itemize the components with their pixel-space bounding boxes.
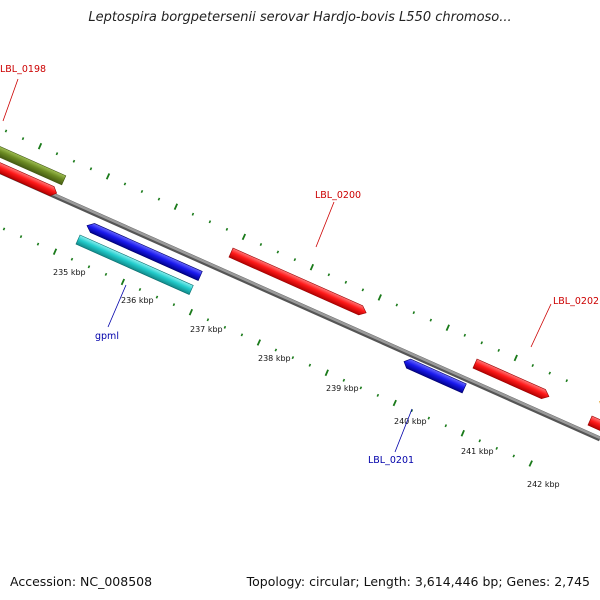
tick-label: 240 kbp [394, 417, 427, 426]
minor-tick-mark [206, 318, 210, 322]
gene-lbl-0198[interactable] [0, 141, 67, 186]
gene-lbl-0201[interactable] [402, 357, 467, 394]
minor-tick-mark [342, 378, 346, 382]
major-tick-mark [392, 399, 397, 407]
minor-tick-mark [140, 189, 144, 194]
minor-tick-mark [240, 333, 244, 337]
minor-tick-mark [89, 167, 93, 171]
gene-lbl-0200[interactable] [228, 247, 368, 317]
minor-tick-mark [344, 280, 348, 284]
minor-tick-mark [274, 348, 278, 352]
minor-tick-mark [225, 227, 229, 231]
major-tick-mark [173, 203, 179, 210]
minor-tick-mark [463, 333, 467, 337]
minor-tick-mark [55, 152, 59, 156]
minor-tick-mark [444, 424, 448, 428]
tick-label: 236 kbp [121, 296, 154, 305]
minor-tick-mark [4, 129, 8, 133]
major-tick-mark [445, 324, 450, 331]
scale-labels: 235 kbp 236 kbp 237 kbp 238 kbp 239 kbp … [53, 268, 560, 489]
genome-backbone-highlight [0, 169, 600, 440]
gene-lbl-0204[interactable] [597, 398, 600, 411]
major-tick-mark [188, 308, 194, 316]
gene-label-lbl-0201[interactable]: LBL_0201 [368, 455, 414, 466]
minor-tick-mark [495, 446, 499, 450]
gene-lbl-0203[interactable] [587, 415, 600, 434]
major-tick-mark [37, 142, 43, 150]
upper-tick-track [4, 129, 569, 383]
gene-gpml[interactable] [75, 234, 194, 295]
minor-tick-mark [412, 311, 416, 315]
minor-tick-mark [395, 303, 399, 307]
minor-tick-mark [2, 227, 6, 231]
major-tick-mark [324, 369, 329, 377]
minor-tick-mark [276, 250, 280, 254]
minor-tick-mark [497, 348, 501, 352]
map-title: Leptospira borgpetersenii serovar Hardjo… [88, 10, 512, 25]
gene-lbl-0199a[interactable] [85, 221, 203, 281]
minor-tick-mark [123, 182, 127, 186]
minor-tick-mark [565, 379, 569, 383]
minor-tick-mark [104, 272, 108, 276]
minor-tick-mark [223, 325, 227, 329]
gene-lbl-0202[interactable] [472, 358, 551, 401]
major-tick-mark [460, 429, 465, 437]
minor-tick-mark [259, 242, 263, 247]
minor-tick-mark [359, 386, 363, 390]
minor-tick-mark [172, 303, 176, 307]
minor-tick-mark [157, 197, 161, 201]
tick-label: 241 kbp [461, 447, 494, 456]
major-tick-mark [377, 294, 382, 301]
tick-label: 237 kbp [190, 325, 223, 334]
minor-tick-mark [429, 318, 433, 322]
topology-text: Topology: circular; Length: 3,614,446 bp… [246, 574, 590, 589]
gene-label-lbl-0200[interactable]: LBL_0200 [315, 190, 361, 201]
major-tick-mark [105, 173, 111, 180]
minor-tick-mark [512, 454, 516, 458]
minor-tick-mark [36, 242, 40, 246]
minor-tick-mark [19, 235, 23, 239]
tick-label: 242 kbp [527, 480, 560, 489]
tick-label: 238 kbp [258, 354, 291, 363]
minor-tick-mark [480, 341, 484, 345]
gene-label-lbl-0202[interactable]: LBL_0202 [553, 296, 599, 307]
accession-text: Accession: NC_008508 [10, 574, 153, 589]
lower-tick-track [2, 227, 533, 467]
minor-tick-mark [308, 363, 312, 367]
minor-tick-mark [427, 416, 431, 420]
label-leaders [2, 78, 552, 453]
gene-label-gpml[interactable]: gpml [95, 331, 119, 342]
major-tick-mark [120, 278, 126, 286]
minor-tick-mark [548, 371, 552, 375]
minor-tick-mark [327, 273, 331, 277]
major-tick-mark [241, 233, 247, 241]
gene-label-lbl-0198[interactable]: LBL_0198 [0, 64, 46, 75]
minor-tick-mark [138, 287, 142, 292]
minor-tick-mark [208, 220, 212, 224]
minor-tick-mark [531, 363, 535, 368]
tick-label: 239 kbp [326, 384, 359, 393]
major-tick-mark [309, 263, 315, 271]
major-tick-mark [256, 339, 262, 346]
minor-tick-mark [72, 159, 76, 163]
minor-tick-mark [293, 258, 297, 262]
major-tick-mark [528, 460, 533, 467]
major-tick-mark [52, 248, 58, 255]
gene-labels: LBL_0198 LBL_0200 LBL_0202 gpml LBL_0201 [0, 64, 599, 466]
minor-tick-mark [376, 393, 380, 397]
minor-tick-mark [70, 257, 74, 261]
major-tick-mark [513, 354, 518, 362]
gene-lbl-0199[interactable] [0, 158, 59, 198]
minor-tick-mark [191, 212, 195, 216]
minor-tick-mark [478, 439, 482, 443]
minor-tick-mark [361, 288, 365, 292]
minor-tick-mark [291, 356, 295, 360]
minor-tick-mark [155, 295, 159, 299]
tick-label: 235 kbp [53, 268, 86, 277]
minor-tick-mark [21, 137, 25, 141]
minor-tick-mark [87, 265, 91, 269]
